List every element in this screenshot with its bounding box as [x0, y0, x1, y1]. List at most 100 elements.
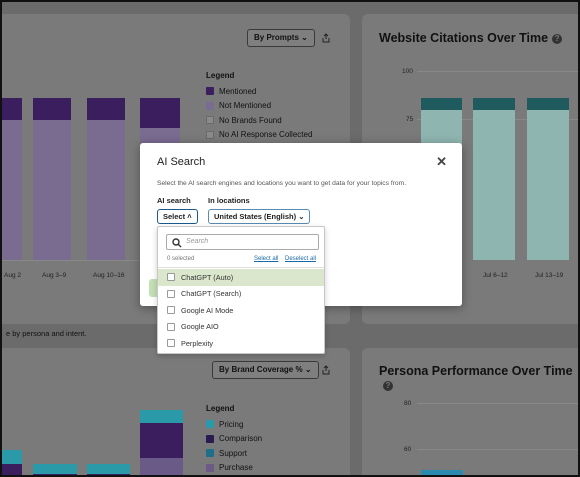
bar-segment	[421, 470, 463, 475]
divider	[158, 267, 324, 268]
bar-segment	[140, 458, 183, 475]
chevron-down-icon: ⌄	[304, 365, 312, 374]
bar-body	[527, 110, 569, 260]
checkbox[interactable]	[167, 306, 175, 315]
checkbox[interactable]	[167, 322, 175, 331]
legend-item[interactable]: No AI Response Collected	[206, 128, 312, 143]
x-tick: Aug 2	[4, 272, 21, 279]
close-icon[interactable]: ✕	[436, 154, 447, 169]
share-icon[interactable]	[321, 33, 331, 43]
bar-mentioned	[2, 98, 22, 120]
bar-mentioned	[87, 98, 125, 120]
checkbox[interactable]	[167, 339, 175, 348]
legend-swatch	[206, 87, 214, 96]
chevron-down-icon: ⌄	[298, 212, 305, 221]
bar-not-mentioned	[33, 120, 71, 260]
by-prompts-dropdown[interactable]: By Prompts ⌄	[247, 29, 315, 47]
y-tick: 75	[406, 116, 414, 123]
legend-title: Legend	[206, 71, 235, 80]
card-title: Persona Performance Over Time?	[379, 364, 578, 392]
selected-count: 0 selected	[167, 256, 195, 262]
deselect-all-link[interactable]: Deselect all	[285, 256, 317, 262]
legend-item[interactable]: Not Mentioned	[206, 99, 312, 114]
share-icon[interactable]	[321, 365, 331, 375]
legend-swatch	[206, 420, 214, 429]
search-icon	[172, 238, 182, 248]
search-placeholder: Search	[186, 238, 209, 245]
checkbox[interactable]	[167, 289, 175, 298]
ai-search-label: AI search	[157, 196, 191, 205]
legend-label: Not Mentioned	[219, 101, 272, 111]
bar-segment	[2, 464, 22, 475]
brand-coverage-card: By Brand Coverage % ⌄ Legend Pricing Com…	[2, 348, 350, 475]
footnote: e by persona and intent.	[6, 329, 87, 338]
legend-label: Support	[219, 448, 248, 458]
x-tick: Jul 13–19	[535, 272, 564, 279]
bar-segment	[140, 410, 183, 423]
legend-item[interactable]: Mentioned	[206, 84, 312, 99]
card-title-text: Persona Performance Over Time	[379, 364, 573, 378]
option-perplexity[interactable]: Perplexity	[158, 335, 324, 352]
bar-segment	[140, 423, 183, 458]
select-button-label: Select	[163, 212, 186, 221]
bar-body	[473, 110, 515, 260]
legend-swatch	[206, 434, 214, 443]
legend-label: Purchase	[219, 463, 253, 473]
x-tick: Jul 6–12	[483, 272, 508, 279]
location-select[interactable]: United States (English) ⌄	[208, 209, 311, 224]
persona-performance-card: Persona Performance Over Time? 80 60	[362, 348, 578, 475]
bar-not-mentioned	[2, 120, 22, 260]
by-brand-coverage-label: By Brand Coverage %	[219, 365, 303, 374]
gridline	[417, 71, 578, 72]
bar-top	[527, 98, 569, 110]
checkbox[interactable]	[167, 273, 175, 282]
select-all-link[interactable]: Select all	[254, 256, 279, 262]
legend-label: Mentioned	[219, 86, 257, 96]
option-chatgpt-search[interactable]: ChatGPT (Search)	[158, 286, 324, 303]
by-brand-coverage-dropdown[interactable]: By Brand Coverage % ⌄	[212, 361, 319, 379]
legend-label: No Brands Found	[219, 115, 282, 125]
option-google-ai-mode[interactable]: Google AI Mode	[158, 302, 324, 319]
legend-item[interactable]: Comparison	[206, 432, 262, 447]
legend-item[interactable]: Pricing	[206, 417, 262, 432]
chevron-down-icon: ⌄	[301, 33, 308, 42]
bar-top	[421, 98, 462, 110]
x-tick: Aug 10–16	[93, 272, 125, 279]
legend-item[interactable]: Purchase	[206, 461, 262, 476]
legend-item[interactable]: No Brands Found	[206, 113, 312, 128]
by-prompts-label: By Prompts	[254, 33, 299, 42]
bar-segment	[33, 474, 77, 475]
bar-segment	[87, 474, 130, 475]
chevron-up-icon: ˄	[187, 212, 192, 221]
legend-item[interactable]: Support	[206, 446, 262, 461]
ai-search-select-button[interactable]: Select ˄	[157, 209, 198, 224]
in-locations-label: In locations	[208, 196, 250, 205]
gridline	[417, 403, 578, 404]
bar-segment	[87, 464, 130, 474]
legend-swatch	[206, 116, 214, 125]
legend-label: Pricing	[219, 419, 244, 429]
modal-title: AI Search	[157, 156, 206, 168]
option-label: Google AIO	[181, 322, 219, 332]
card-title: Website Citations Over Time?	[379, 31, 563, 45]
option-label: Google AI Mode	[181, 305, 234, 315]
info-icon[interactable]: ?	[383, 380, 393, 391]
bar-segment	[2, 450, 22, 464]
search-input[interactable]: Search	[166, 234, 319, 250]
option-label: Perplexity	[181, 338, 214, 348]
legend-swatch	[206, 463, 214, 472]
info-icon[interactable]: ?	[552, 33, 563, 44]
legend: Legend Pricing Comparison Support Purcha…	[206, 404, 262, 475]
legend-swatch	[206, 101, 214, 110]
option-chatgpt-auto[interactable]: ChatGPT (Auto)	[158, 269, 324, 286]
bar-segment	[33, 464, 77, 474]
y-tick: 60	[404, 446, 412, 453]
card-title-text: Website Citations Over Time	[379, 31, 549, 45]
location-value: United States (English)	[214, 212, 297, 221]
y-tick: 80	[404, 400, 412, 407]
website-citations-card: Website Citations Over Time? 100 75 Jul …	[362, 14, 578, 324]
option-google-aio[interactable]: Google AIO	[158, 319, 324, 336]
legend-label: Comparison	[219, 434, 263, 444]
modal-description: Select the AI search engines and locatio…	[157, 180, 407, 187]
